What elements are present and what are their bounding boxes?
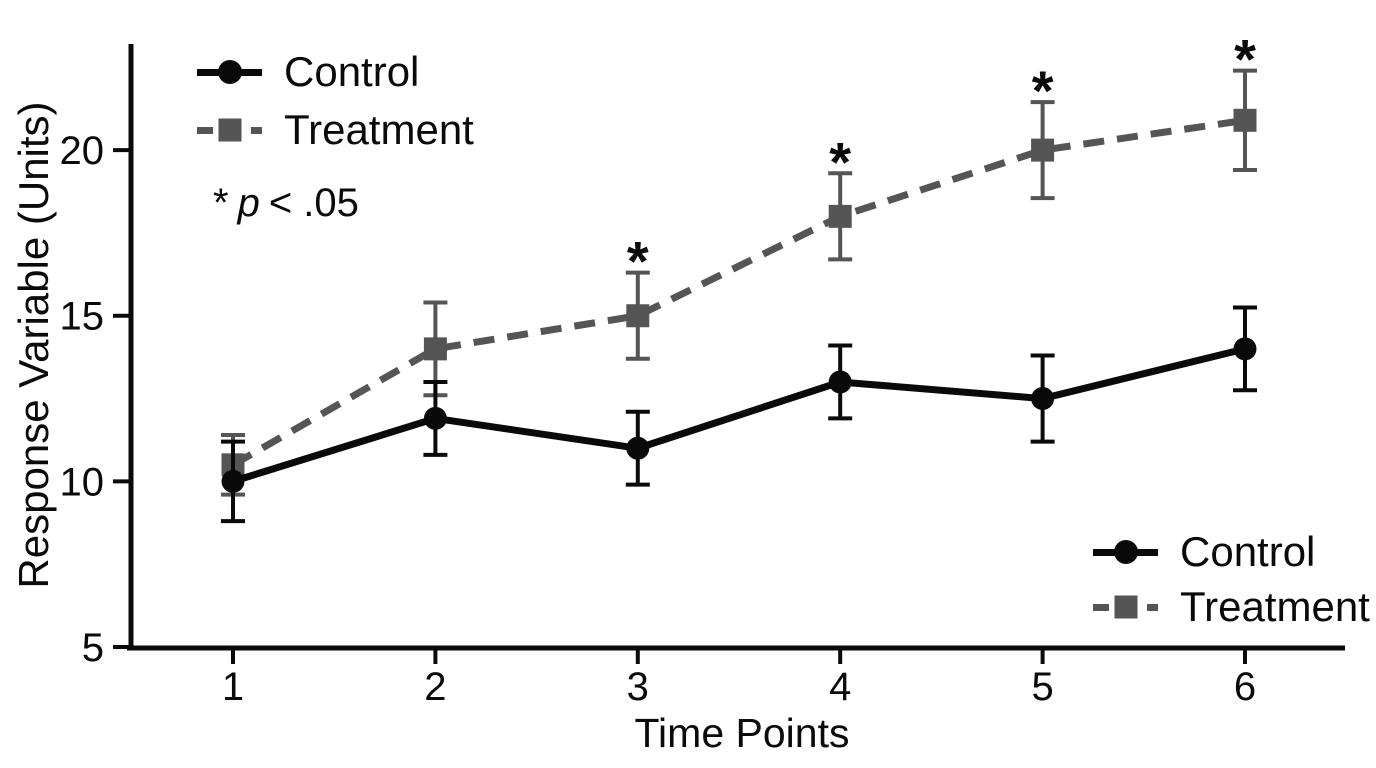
data-point-circle xyxy=(1031,387,1055,411)
significance-asterisk: * xyxy=(1234,28,1256,91)
legend-bottom-right: Control Treatment xyxy=(1093,529,1370,639)
x-tick-label: 2 xyxy=(424,665,446,709)
y-axis-title: Response Variable (Units) xyxy=(10,101,57,589)
legend-item-control: Control xyxy=(1093,529,1370,575)
control-circle-marker-icon xyxy=(217,60,242,84)
significance-asterisk: * xyxy=(1032,59,1054,122)
x-tick-label: 4 xyxy=(829,665,851,709)
series-treatment xyxy=(221,68,1257,497)
significance-threshold: < .05 xyxy=(268,181,359,225)
data-point-square xyxy=(1233,108,1257,132)
significance-note: * p < .05 xyxy=(197,181,474,226)
significance-asterisk: * xyxy=(829,130,851,193)
significance-p-symbol: p xyxy=(237,181,260,225)
treatment-line-sample xyxy=(1093,592,1158,622)
data-point-circle xyxy=(626,436,650,460)
control-line-sample xyxy=(197,57,262,87)
significance-asterisk: * xyxy=(627,230,649,293)
treatment-square-marker-icon xyxy=(1114,595,1137,619)
legend-label-treatment: Treatment xyxy=(1180,583,1370,630)
y-tick-label: 5 xyxy=(82,626,104,670)
legend-item-treatment: Treatment xyxy=(197,107,474,153)
data-point-square xyxy=(626,304,650,328)
x-tick-label: 6 xyxy=(1234,665,1256,709)
y-tick-label: 10 xyxy=(60,460,105,504)
data-line-control xyxy=(231,345,1246,485)
y-tick-label: 15 xyxy=(60,295,105,339)
data-point-square xyxy=(828,204,852,228)
legend-label-treatment: Treatment xyxy=(284,106,474,153)
x-tick-label: 5 xyxy=(1031,665,1053,709)
legend-label-control: Control xyxy=(1180,528,1316,575)
legend-item-treatment: Treatment xyxy=(1093,584,1370,630)
control-line-sample xyxy=(1093,537,1158,567)
series-control xyxy=(221,305,1257,524)
data-point-circle xyxy=(828,370,852,394)
data-point-circle xyxy=(221,469,245,493)
y-tick-label: 20 xyxy=(60,129,105,173)
x-tick-label: 1 xyxy=(222,665,244,709)
x-tick-label: 3 xyxy=(627,665,649,709)
data-point-square xyxy=(1031,138,1055,162)
treatment-square-marker-icon xyxy=(218,118,241,142)
legend-item-control: Control xyxy=(197,49,474,95)
data-point-circle xyxy=(1233,337,1257,361)
significance-star: * xyxy=(213,181,229,225)
legend-label-control: Control xyxy=(284,48,420,95)
control-circle-marker-icon xyxy=(1113,540,1138,564)
legend-top-left: Control Treatment * p < .05 xyxy=(197,49,474,226)
data-point-circle xyxy=(423,406,447,430)
treatment-line-sample xyxy=(197,115,262,145)
data-line-treatment xyxy=(231,116,1246,468)
x-axis-title: Time Points xyxy=(634,710,850,756)
data-point-square xyxy=(423,337,447,361)
